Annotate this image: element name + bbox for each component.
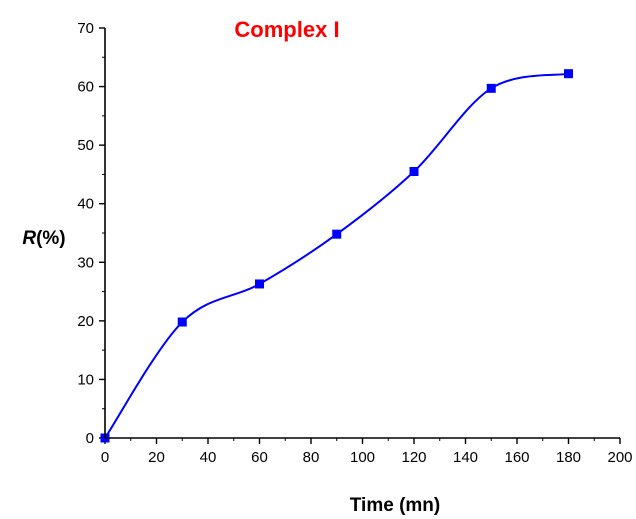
data-point [564, 69, 573, 79]
y-axis-label: R(%) [22, 228, 65, 249]
data-point [409, 167, 419, 176]
x-tick-label: 0 [101, 449, 109, 466]
x-axis-label: Time (mn) [350, 495, 440, 516]
x-tick-label: 80 [303, 449, 320, 466]
data-point [177, 317, 187, 327]
y-tick-label: 30 [77, 254, 94, 271]
axis-ticks [99, 27, 621, 444]
x-tick-label: 180 [556, 449, 581, 466]
data-point [255, 279, 264, 289]
y-tick-label: 20 [77, 313, 94, 330]
x-tick-label: 200 [607, 449, 632, 466]
x-tick-label: 100 [350, 449, 375, 466]
y-tick-label: 60 [77, 79, 94, 96]
x-tick-label: 140 [453, 449, 478, 466]
y-tick-label: 0 [86, 430, 94, 447]
y-tick-label: 10 [77, 371, 94, 388]
tick-labels: 0 20 40 60 80 100 120 140 160 180 200 0 10 20 30 40 50 60… [77, 20, 632, 466]
data-point [486, 83, 496, 93]
x-tick-label: 40 [200, 449, 217, 466]
chart-title: Complex I [234, 17, 339, 42]
series-line [104, 72, 569, 439]
x-tick-label: 120 [401, 449, 426, 466]
x-tick-label: 160 [504, 449, 529, 466]
series-markers [100, 69, 573, 443]
y-tick-label: 40 [77, 196, 94, 213]
data-point [332, 229, 342, 239]
x-tick-label: 60 [251, 449, 268, 466]
y-tick-label: 70 [77, 20, 94, 37]
y-axis-label-italic: R [22, 228, 36, 249]
y-axis-label-unit: (%) [36, 228, 66, 249]
x-tick-label: 20 [148, 449, 165, 466]
y-tick-label: 50 [77, 137, 94, 154]
